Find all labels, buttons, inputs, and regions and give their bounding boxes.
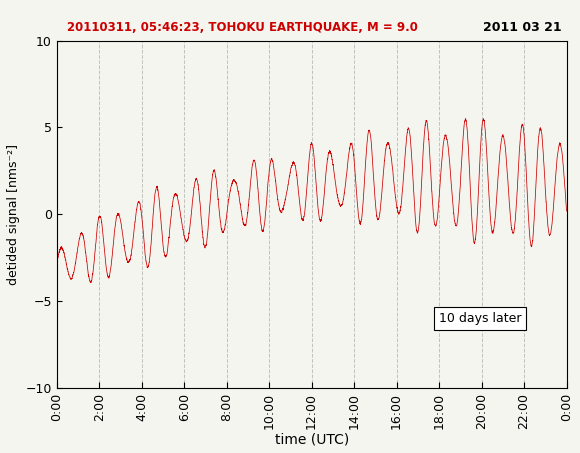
Text: 20110311, 05:46:23, TOHOKU EARTHQUAKE, M = 9.0: 20110311, 05:46:23, TOHOKU EARTHQUAKE, M… [67,20,418,34]
Text: 10 days later: 10 days later [438,312,521,325]
X-axis label: time (UTC): time (UTC) [274,432,349,446]
Y-axis label: detided signal [nms⁻²]: detided signal [nms⁻²] [7,144,20,285]
Text: 2011 03 21: 2011 03 21 [483,20,561,34]
